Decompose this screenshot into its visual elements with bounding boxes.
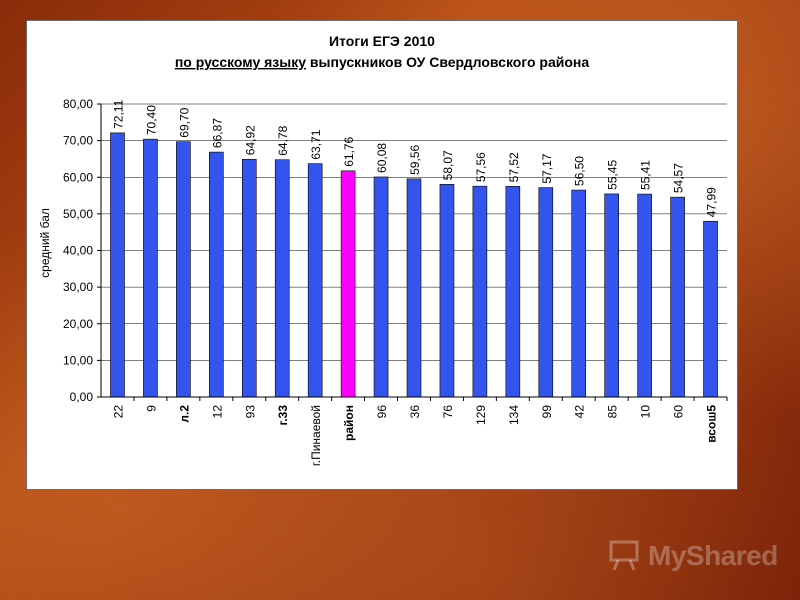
- bar: [209, 151, 224, 398]
- bar: [472, 185, 488, 398]
- watermark-text: MyShared: [648, 540, 778, 571]
- y-axis-label: средний бал: [38, 208, 52, 278]
- bar-chart: Итоги ЕГЭ 2010 по русскому языку выпускн…: [38, 33, 728, 466]
- y-tick-label: 70,00: [63, 134, 93, 148]
- bar: [406, 178, 422, 398]
- bar-value-label: 70,40: [144, 105, 158, 135]
- value-labels: 72,11 70,40 69,70 66,87 64,92 64,78 63,71 61,76…: [111, 99, 718, 217]
- y-tick-label: 20,00: [63, 317, 93, 331]
- x-tick-label: 99: [540, 405, 554, 419]
- bar: [439, 184, 455, 398]
- y-tick-label: 0,00: [70, 390, 94, 404]
- bar-value-label: 57,56: [474, 152, 488, 182]
- bar: [143, 138, 158, 398]
- chart-title-line2: по русскому языку выпускников ОУ Свердло…: [175, 54, 590, 70]
- bar: [637, 193, 652, 398]
- x-tick-label: 9: [144, 405, 158, 412]
- bar-value-label: 60,08: [375, 143, 389, 173]
- bar-value-label: 69,70: [177, 107, 191, 137]
- bar: [274, 159, 290, 398]
- bar: [110, 132, 125, 398]
- bar-value-label: 64,78: [276, 125, 290, 155]
- x-tick-label: 129: [474, 405, 488, 425]
- x-tick-label: район: [342, 405, 356, 441]
- bar: [241, 158, 257, 398]
- bar: [571, 189, 587, 398]
- x-tick-label: г.Пинаевой: [309, 405, 323, 466]
- bar: [670, 196, 685, 398]
- x-tick-label: г.33: [276, 405, 290, 426]
- chart-title-underlined: по русскому языку: [175, 54, 306, 70]
- bar-value-label: 57,17: [540, 153, 554, 183]
- bar: [373, 176, 389, 398]
- bar-value-label: 64,92: [243, 125, 257, 155]
- bar: [538, 187, 554, 398]
- chart-panel: Итоги ЕГЭ 2010 по русскому языку выпускн…: [26, 20, 738, 490]
- bar-value-label: 58,07: [441, 150, 455, 180]
- x-tick-label: л.2: [177, 405, 191, 423]
- bar: [505, 186, 521, 398]
- y-tick-label: 40,00: [63, 244, 93, 258]
- x-tick-label: 22: [111, 405, 125, 419]
- chart-title-rest: выпускников ОУ Свердловского района: [306, 54, 589, 70]
- chart-title-line1: Итоги ЕГЭ 2010: [329, 33, 435, 49]
- bar-value-label: 66,87: [210, 118, 224, 148]
- x-tick-label: 60: [672, 405, 686, 419]
- bar-value-label: 57,52: [507, 152, 521, 182]
- bar-value-label: 72,11: [111, 99, 125, 128]
- bar-value-label: 61,76: [342, 136, 356, 166]
- x-tick-label: 42: [573, 405, 587, 419]
- y-axis-ticks: 0,00 10,00 20,00 30,00 40,00 50,00 60,00 70,00 8…: [63, 97, 101, 404]
- bar-value-label: 56,50: [573, 156, 587, 186]
- x-axis-labels: 22 9 л.2 12 93 г.33 г.Пинаевой район 96 36 76 129 13…: [111, 397, 728, 466]
- y-tick-label: 80,00: [63, 97, 93, 111]
- bar: [604, 193, 619, 398]
- bar: [340, 170, 356, 398]
- y-tick-label: 60,00: [63, 170, 93, 184]
- bar-value-label: 59,56: [408, 145, 422, 175]
- bar: [176, 141, 191, 398]
- x-tick-label: 12: [210, 405, 224, 419]
- bar-value-label: 63,71: [309, 129, 323, 159]
- x-tick-label: 10: [639, 405, 653, 419]
- bar-value-label: 55,45: [606, 160, 620, 190]
- bar: [307, 163, 323, 398]
- x-tick-label: всош5: [705, 405, 719, 443]
- x-tick-label: 93: [243, 405, 257, 419]
- bar-value-label: 54,57: [672, 163, 686, 193]
- bar: [703, 220, 718, 398]
- x-tick-label: 36: [408, 405, 422, 419]
- y-tick-label: 10,00: [63, 353, 93, 367]
- presentation-board-icon: [609, 540, 639, 571]
- bar-value-label: 47,99: [705, 187, 719, 217]
- y-tick-label: 50,00: [63, 207, 93, 221]
- y-tick-label: 30,00: [63, 280, 93, 294]
- bar-value-label: 55,41: [639, 160, 653, 190]
- x-tick-label: 134: [507, 405, 521, 425]
- x-tick-label: 76: [441, 405, 455, 419]
- x-tick-label: 96: [375, 405, 389, 419]
- watermark-logo: MyShared: [608, 536, 778, 576]
- x-tick-label: 85: [606, 405, 620, 419]
